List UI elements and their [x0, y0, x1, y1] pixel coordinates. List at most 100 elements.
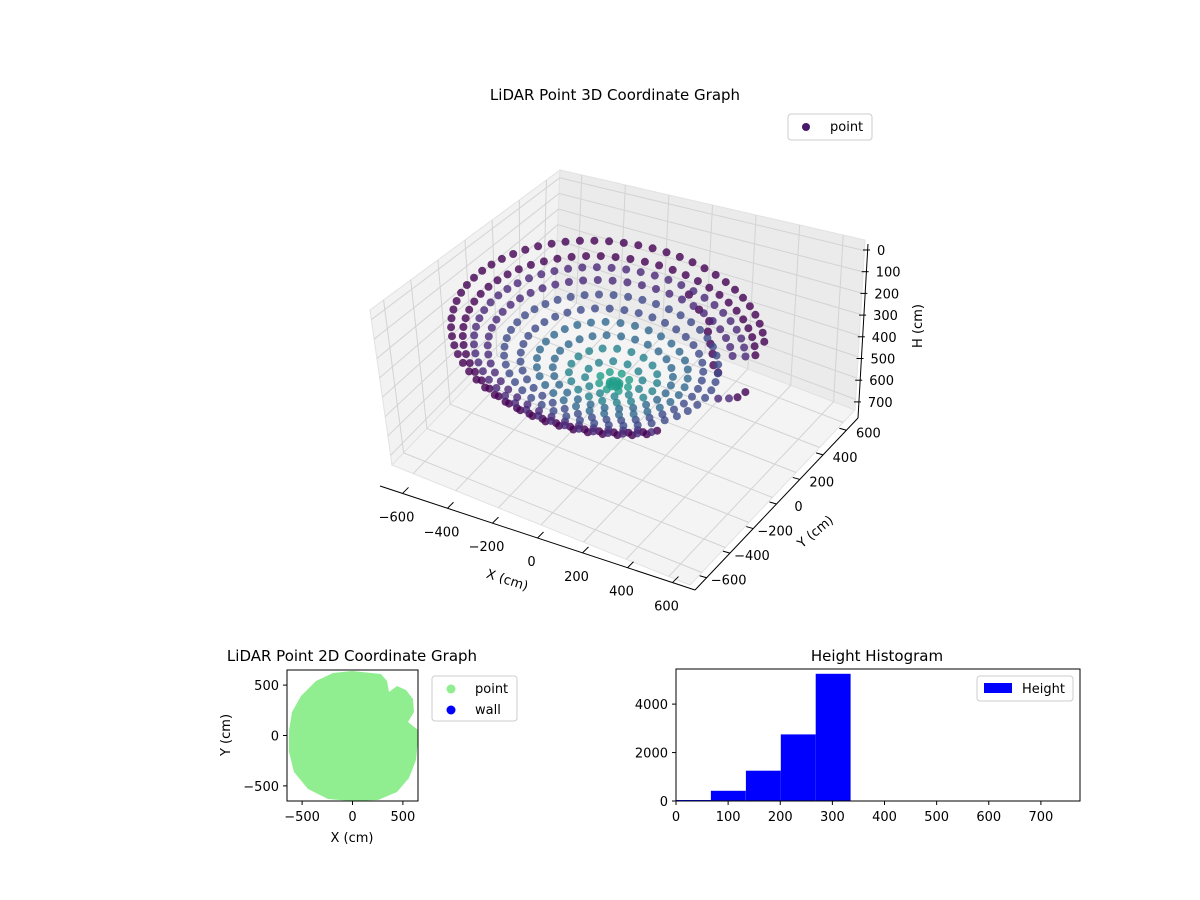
- cloud-point: [688, 258, 697, 267]
- x-tick-label-3d: −400: [424, 525, 460, 540]
- y-tick-label-3d: 0: [794, 500, 802, 515]
- cloud-point: [588, 332, 597, 341]
- cloud-point: [602, 331, 611, 340]
- histogram-bar: [815, 673, 851, 801]
- cloud-point: [459, 341, 468, 349]
- cloud-point: [564, 340, 573, 349]
- cloud-point: [567, 377, 576, 386]
- cloud-point: [648, 244, 657, 253]
- cloud-point: [470, 297, 479, 306]
- cloud-point: [474, 358, 483, 367]
- cloud-point: [581, 373, 590, 382]
- cloud-point: [652, 285, 660, 293]
- x-tick-3d: [447, 501, 454, 509]
- cloud-point: [550, 354, 559, 363]
- cloud-point: [525, 274, 533, 283]
- ticks-2d: −500 0 500 500 0 −500: [243, 679, 415, 825]
- cloud-point: [607, 263, 616, 272]
- ticks-histogram: 0 100 200 300 400 500 600 700 0 2000 4000: [635, 698, 1053, 825]
- cloud-point: [507, 325, 515, 334]
- lidar-2d-plot: LiDAR Point 2D Coordinate Graph −500 0 500…: [219, 647, 518, 846]
- cloud-point: [693, 400, 702, 409]
- cloud-point: [592, 263, 601, 272]
- cloud-point: [626, 255, 635, 263]
- cloud-point: [511, 378, 519, 387]
- cloud-point: [471, 367, 479, 376]
- cloud-point: [494, 291, 503, 300]
- gridline-x-wall: [747, 214, 757, 369]
- cloud-point: [449, 305, 458, 314]
- cloud-point: [693, 277, 702, 286]
- cloud-point: [629, 410, 638, 419]
- cloud-point: [513, 318, 522, 327]
- cloud-point: [567, 252, 576, 261]
- cloud-point: [551, 312, 560, 321]
- cloud-point: [502, 334, 511, 343]
- x-tick-label-3d: 200: [564, 570, 589, 585]
- cloud-point: [549, 407, 558, 415]
- cloud-point: [528, 412, 537, 421]
- cloud-point: [667, 339, 676, 348]
- cloud-point: [620, 306, 629, 315]
- cloud-point: [458, 358, 467, 367]
- cloud-point: [601, 317, 610, 326]
- cloud-point: [710, 301, 719, 309]
- cloud-point: [676, 311, 685, 320]
- cloud-point: [654, 347, 663, 356]
- legend-histogram: Height: [976, 675, 1074, 702]
- cloud-point: [559, 396, 568, 405]
- cloud-point: [530, 305, 539, 314]
- x-tick-label-histogram: 0: [672, 810, 680, 825]
- z-axis-label-3d: H (cm): [911, 304, 926, 348]
- cloud-point: [564, 278, 573, 286]
- gridline-y-wall: [491, 219, 498, 356]
- cloud-point: [494, 392, 503, 401]
- z-tick-label-3d: 400: [872, 331, 897, 346]
- cloud-point: [462, 281, 471, 289]
- cloud-point: [551, 280, 560, 289]
- y-tick-label-histogram: 4000: [635, 698, 668, 713]
- cloud-point: [595, 290, 603, 299]
- cloud-point: [484, 282, 493, 291]
- y-tick-3d: [746, 526, 754, 530]
- cloud-point: [624, 292, 633, 301]
- cloud-point: [585, 347, 594, 356]
- x-tick-3d: [582, 546, 589, 554]
- cloud-point: [550, 372, 559, 381]
- gridline-y-floor: [426, 428, 726, 548]
- x-tick-label-3d: 400: [609, 585, 634, 600]
- cloud-point: [541, 300, 550, 308]
- cloud-point: [612, 398, 621, 407]
- cloud-point: [448, 332, 456, 341]
- cloud-point: [623, 360, 632, 369]
- cloud-point: [677, 281, 686, 290]
- cloud-point: [653, 395, 662, 404]
- cloud-point: [683, 374, 692, 383]
- cloud-point: [447, 314, 456, 323]
- cloud-point: [514, 265, 523, 274]
- title-2d: LiDAR Point 2D Coordinate Graph: [227, 647, 477, 665]
- gridline-z: [382, 239, 860, 398]
- cloud-point: [492, 384, 501, 392]
- legend-3d-marker: [802, 123, 810, 131]
- x-tick-label-3d: −200: [469, 540, 505, 555]
- cloud-point: [553, 254, 562, 263]
- cloud-point: [575, 335, 584, 344]
- cloud-point: [739, 293, 747, 302]
- cloud-point: [689, 302, 698, 310]
- cloud-point: [532, 363, 541, 372]
- cloud-point: [639, 353, 648, 362]
- cloud-point: [518, 386, 527, 395]
- cloud-point: [541, 381, 550, 389]
- cloud-point: [615, 404, 624, 413]
- cloud-point: [662, 355, 671, 364]
- x-tick-label-2d: 0: [348, 810, 356, 825]
- cloud-point: [567, 359, 576, 368]
- cloud-point: [711, 270, 720, 279]
- cloud-point: [596, 389, 604, 398]
- cloud-point: [608, 276, 617, 285]
- cloud-point: [611, 253, 620, 262]
- cloud-point: [737, 334, 746, 343]
- cloud-point: [576, 305, 585, 314]
